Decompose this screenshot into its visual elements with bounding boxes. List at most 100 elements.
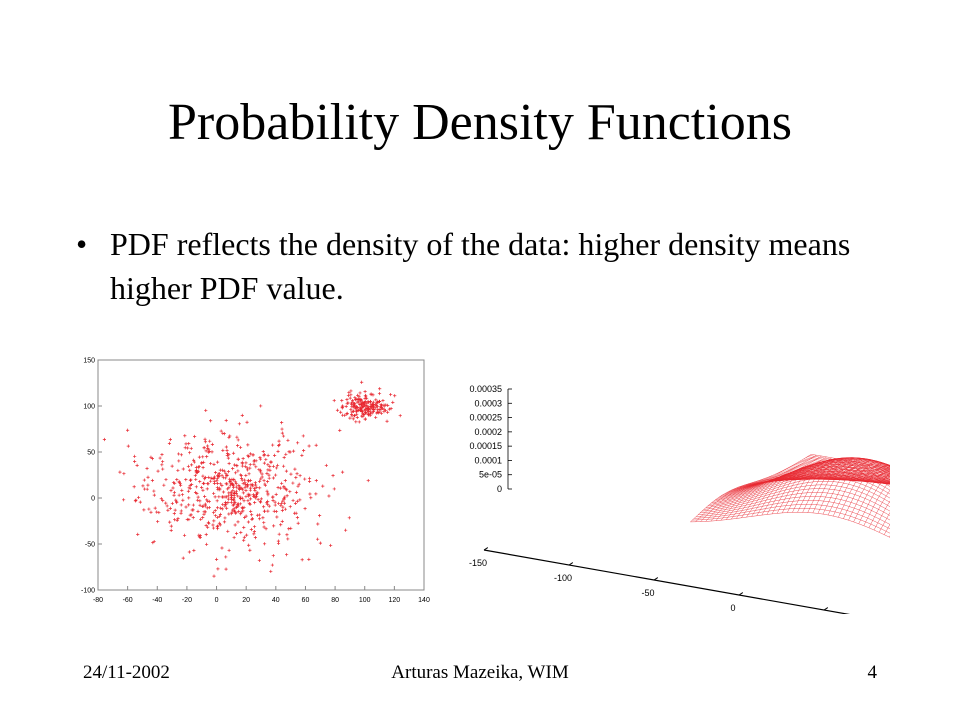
scatter-point xyxy=(186,446,190,450)
scatter-point xyxy=(227,461,231,466)
scatter-point xyxy=(280,431,284,435)
surface-mesh xyxy=(690,454,890,538)
scatter-point xyxy=(170,464,174,468)
scatter-point xyxy=(218,514,222,518)
scatter-point xyxy=(314,479,318,483)
scatter-point xyxy=(191,508,195,512)
scatter-point xyxy=(202,512,206,516)
x-tick-label: 40 xyxy=(272,597,280,604)
scatter-point xyxy=(204,408,208,413)
scatter-point xyxy=(255,513,260,517)
scatter-point xyxy=(355,412,359,416)
scatter-point xyxy=(271,476,275,480)
scatter-point xyxy=(280,519,284,523)
scatter-point xyxy=(206,525,210,529)
mesh-line xyxy=(784,469,890,484)
scatter-point xyxy=(202,460,206,464)
scatter-point xyxy=(180,488,184,493)
scatter-point xyxy=(155,510,159,514)
scatter-point xyxy=(309,496,313,500)
scatter-point xyxy=(224,495,229,499)
scatter-point xyxy=(205,455,209,459)
floor-x-tick-mark xyxy=(483,547,489,551)
scatter-point xyxy=(368,399,372,404)
scatter-point xyxy=(303,477,307,481)
scatter-point xyxy=(193,473,197,478)
z-tick-label: 0.0001 xyxy=(474,455,502,465)
scatter-point xyxy=(142,508,146,512)
scatter-point xyxy=(289,472,293,476)
scatter-point xyxy=(213,514,217,518)
scatter-point xyxy=(195,491,199,496)
scatter-point xyxy=(234,482,238,486)
mesh-line xyxy=(753,471,890,483)
scatter-point xyxy=(262,542,267,546)
scatter-point xyxy=(307,479,312,483)
scatter-point xyxy=(248,462,252,467)
mesh-line xyxy=(746,465,890,485)
scatter-point xyxy=(244,488,248,493)
scatter-point xyxy=(363,390,367,394)
scatter-point xyxy=(233,480,238,484)
footer-author: Arturas Mazeika, WIM xyxy=(391,662,569,683)
mesh-line xyxy=(863,480,890,526)
scatter-point xyxy=(136,532,140,536)
scatter-point xyxy=(226,497,231,501)
scatter-point xyxy=(189,446,193,451)
scatter-point xyxy=(248,478,253,483)
scatter-point xyxy=(345,412,349,416)
scatter-point xyxy=(225,506,229,510)
scatter-point xyxy=(232,503,236,507)
scatter-point xyxy=(212,491,216,496)
x-tick-label: -40 xyxy=(152,597,162,604)
scatter-point xyxy=(235,502,240,506)
scatter-point xyxy=(266,499,270,504)
scatter-point xyxy=(224,418,228,423)
scatter-point xyxy=(166,508,170,512)
scatter-point xyxy=(307,444,311,448)
scatter-point xyxy=(211,526,216,530)
z-tick-label: 0.0002 xyxy=(474,427,502,437)
scatter-point xyxy=(363,394,367,398)
scatter-point xyxy=(200,485,204,490)
scatter-point xyxy=(383,408,388,413)
scatter-point xyxy=(222,520,227,524)
scatter-point xyxy=(198,499,202,503)
scatter-point xyxy=(293,467,297,471)
x-tick-label: 60 xyxy=(302,597,310,604)
scatter-point xyxy=(332,487,336,491)
scatter-point xyxy=(273,500,277,504)
scatter-plot: -80 -60 -40 -20 0 20 40 60 80 100 120 140 -100 -50 0 50… xyxy=(81,358,430,605)
mesh-line xyxy=(713,468,890,502)
scatter-point xyxy=(247,494,251,498)
scatter-point xyxy=(376,411,381,415)
scatter-point xyxy=(247,502,252,506)
scatter-point xyxy=(307,557,311,561)
scatter-point xyxy=(257,468,261,472)
scatter-point xyxy=(195,498,200,502)
scatter-point xyxy=(134,498,138,502)
scatter-point xyxy=(231,467,235,471)
scatter-point xyxy=(149,510,153,514)
scatter-point xyxy=(350,414,354,418)
scatter-point xyxy=(262,452,266,457)
scatter-point xyxy=(335,408,340,412)
scatter-point xyxy=(233,463,237,467)
scatter-point xyxy=(216,481,220,486)
scatter-point xyxy=(251,453,255,457)
mesh-line xyxy=(749,468,890,484)
scatter-point xyxy=(375,401,379,405)
scatter-point xyxy=(238,496,243,501)
scatter-point xyxy=(340,470,345,474)
scatter-point xyxy=(213,509,217,513)
scatter-point xyxy=(262,461,267,465)
scatter-point xyxy=(160,452,164,457)
scatter-point xyxy=(386,403,390,407)
scatter-point xyxy=(371,405,376,410)
scatter-point xyxy=(259,404,263,408)
scatter-point xyxy=(225,473,229,477)
scatter-point xyxy=(204,523,208,528)
scatter-point xyxy=(358,399,362,403)
scatter-point xyxy=(244,473,248,478)
scatter-point xyxy=(197,455,202,459)
